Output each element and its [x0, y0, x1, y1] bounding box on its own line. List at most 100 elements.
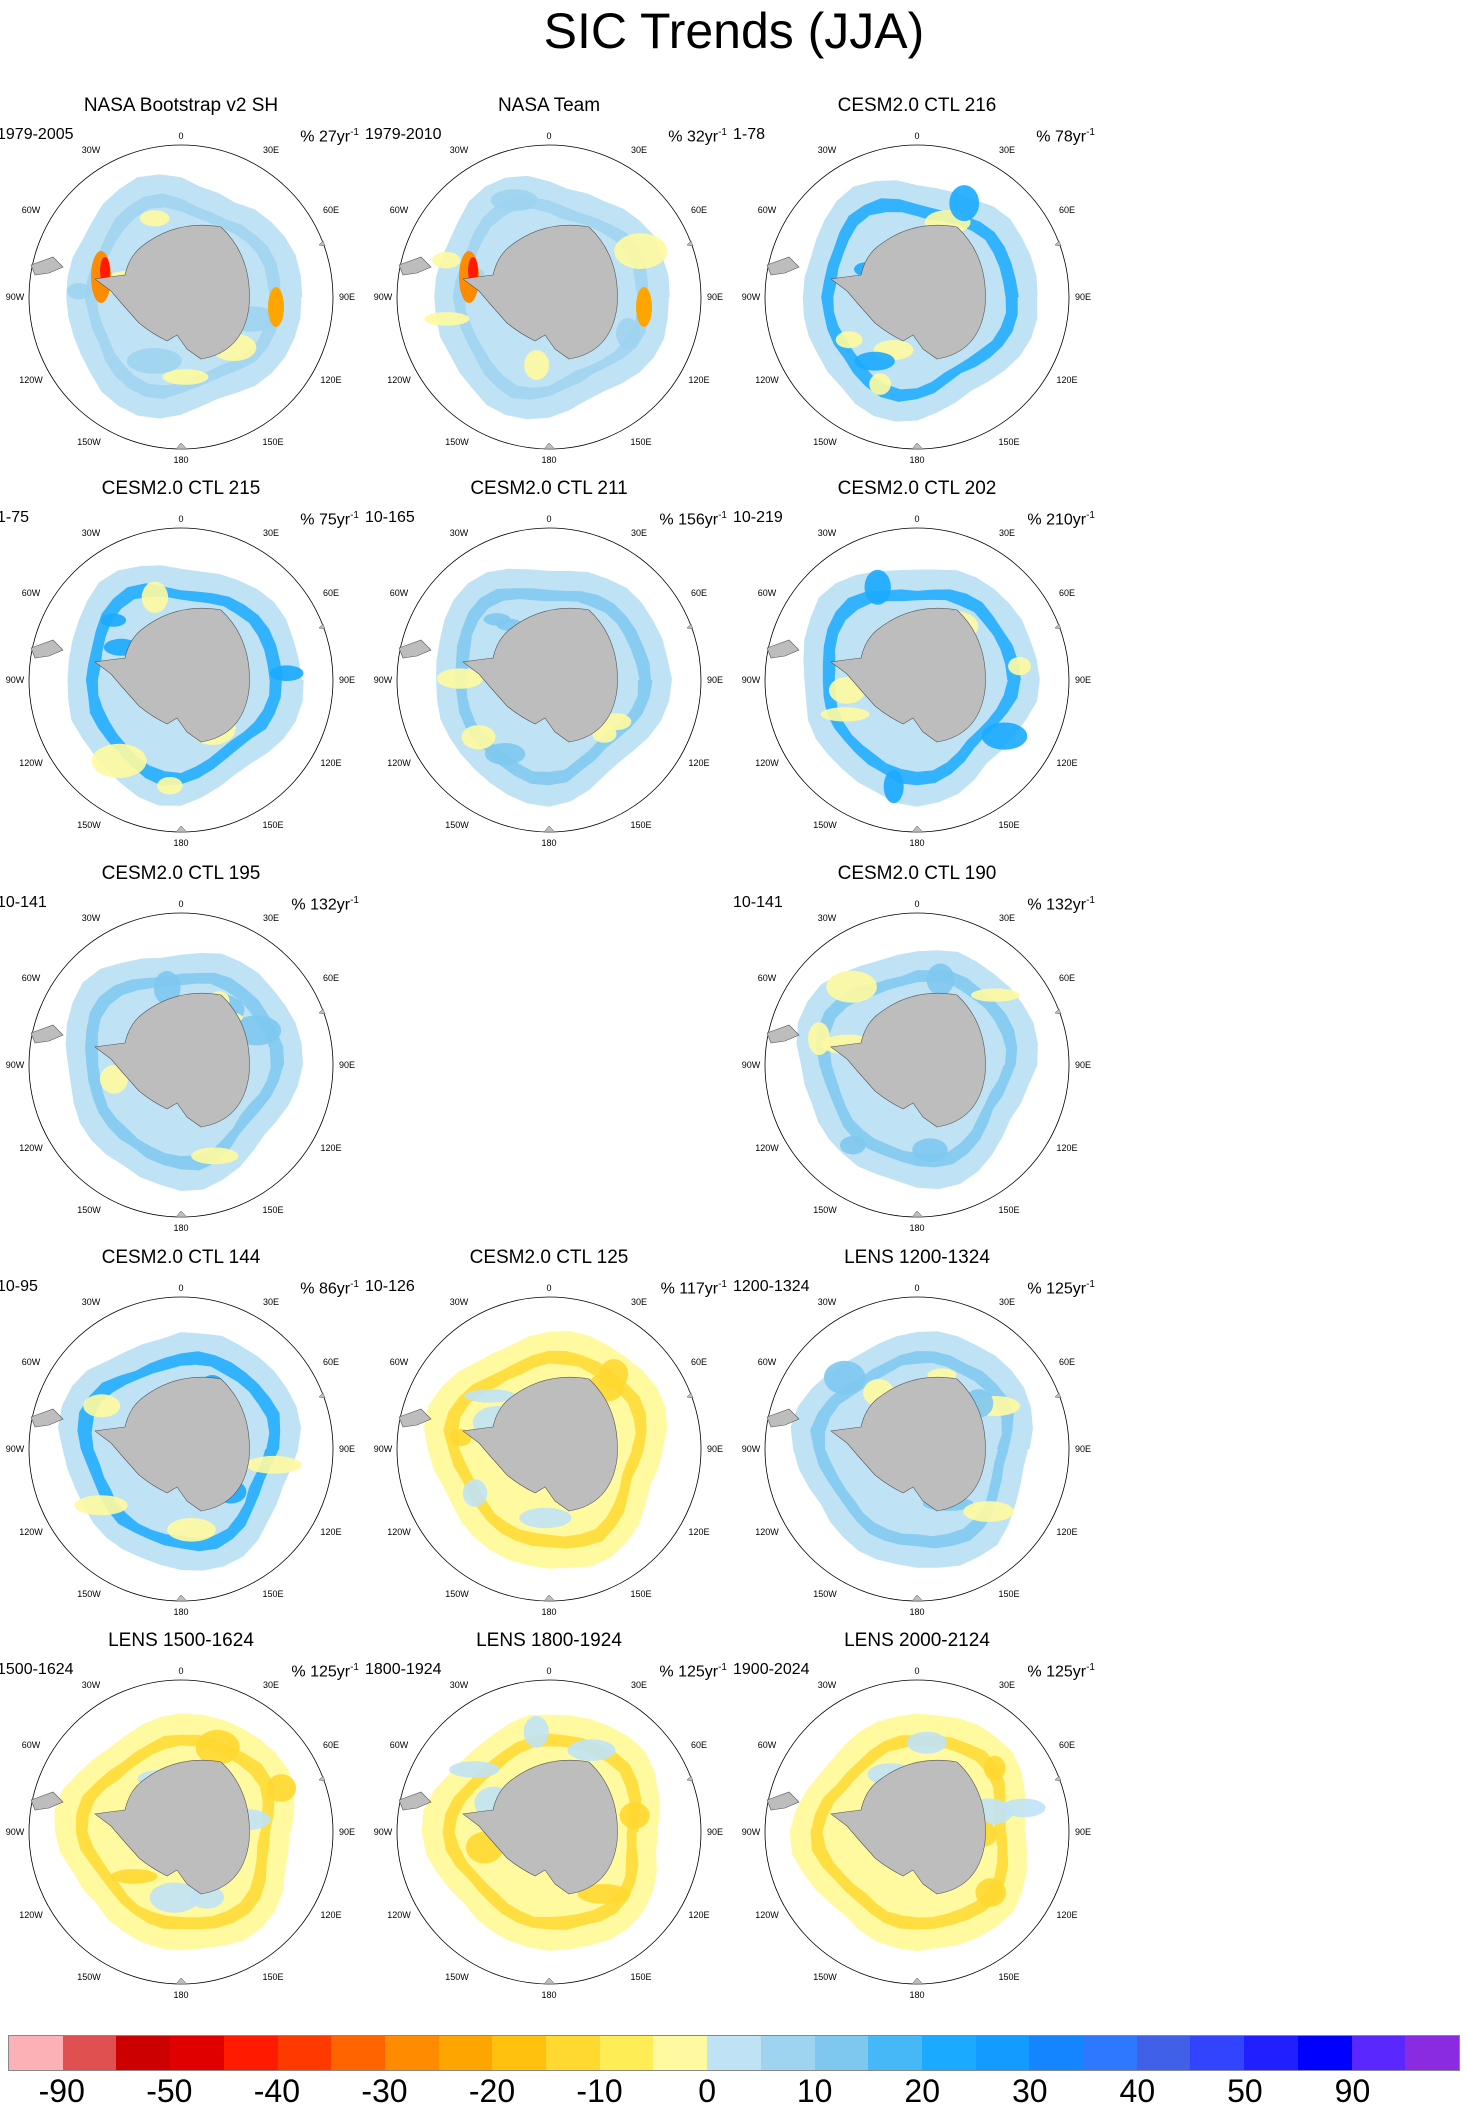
longitude-label: 30W [82, 1297, 101, 1307]
colorbar-box [868, 2036, 922, 2070]
longitude-label: 120W [755, 758, 779, 768]
longitude-label: 150E [262, 1972, 283, 1982]
panel-scale: % 210yr-1 [1027, 510, 1095, 529]
trend-patch [577, 1884, 630, 1904]
longitude-label: 30E [263, 528, 279, 538]
south-america-landmass [398, 639, 432, 659]
trend-patch [981, 722, 1028, 750]
colorbar-box [921, 2036, 976, 2070]
colorbar [8, 2035, 1460, 2071]
map-panel: NASA Team 1979-2010 % 32yr-1 0 180 30W 30E 60W 6… [365, 95, 733, 465]
trend-patch [110, 1869, 158, 1884]
panel-title: CESM2.0 CTL 202 [837, 478, 997, 499]
polar-map: 0 180 30W 30E 60W 60E 90W 90E 120W 120E 150W 150E [374, 1666, 723, 2000]
longitude-label: 180 [909, 455, 924, 465]
antarctica-landmass [94, 1759, 250, 1895]
map-panels: NASA Bootstrap v2 SH 1979-2005 % 27yr-1 0 18… [0, 95, 1095, 2000]
longitude-label: 60W [758, 1357, 777, 1367]
longitude-label: 90E [1075, 1060, 1091, 1070]
colorbar-box [9, 2036, 63, 2070]
trend-patch [149, 1882, 200, 1913]
panel-scale: % 132yr-1 [291, 895, 359, 914]
longitude-label: 30E [263, 913, 279, 923]
longitude-label: 150W [813, 437, 837, 447]
colorbar-tick-label: 0 [698, 2073, 717, 2109]
trend-patch [449, 1761, 500, 1778]
longitude-label: 90E [707, 1827, 723, 1837]
trend-patch [854, 351, 895, 371]
longitude-label: 180 [173, 838, 188, 848]
longitude-label: 120W [19, 375, 43, 385]
panel-period: 10-141 [0, 894, 47, 911]
longitude-label: 90W [742, 1444, 761, 1454]
longitude-label: 120W [19, 758, 43, 768]
panel-title: LENS 2000-2124 [844, 1630, 990, 1651]
longitude-label: 30W [82, 913, 101, 923]
trend-patch [461, 725, 496, 750]
south-america-landmass [30, 1408, 64, 1428]
south-america-landmass [766, 1791, 800, 1811]
trend-patch [823, 1360, 866, 1395]
colorbar-tick-label: -90 [38, 2073, 85, 2109]
longitude-label: 120E [688, 1527, 709, 1537]
longitude-label: 150W [445, 437, 469, 447]
antarctica-landmass [94, 607, 250, 743]
map-panel: CESM2.0 CTL 215 1-75 % 75yr-1 0 180 30W 30E 60W… [0, 478, 365, 848]
longitude-label: 150E [630, 1589, 651, 1599]
longitude-label: 30E [631, 1297, 647, 1307]
longitude-label: 180 [173, 1607, 188, 1617]
longitude-label: 120E [688, 758, 709, 768]
longitude-label: 60E [323, 973, 339, 983]
longitude-label: 0 [178, 1283, 183, 1293]
trend-patch [975, 1878, 1006, 1907]
colorbar-tick-label: 40 [1119, 2073, 1156, 2109]
trend-patch [524, 350, 550, 380]
longitude-label: 150W [77, 1589, 101, 1599]
longitude-label: 90E [1075, 1827, 1091, 1837]
south-america-landmass [398, 1791, 432, 1811]
longitude-label: 30W [82, 1680, 101, 1690]
longitude-label: 60E [691, 1740, 707, 1750]
antarctica-landmass [462, 607, 618, 743]
colorbar-box [653, 2036, 708, 2070]
panel-title: LENS 1800-1924 [476, 1630, 622, 1651]
colorbar-box [1244, 2036, 1298, 2070]
longitude-label: 150W [77, 1972, 101, 1982]
island-landmass [318, 1008, 326, 1015]
island-landmass [175, 1594, 188, 1602]
trend-patch [268, 287, 284, 327]
longitude-label: 0 [178, 899, 183, 909]
trend-patch [436, 668, 484, 689]
panel-period: 1900-2024 [733, 1661, 810, 1678]
longitude-label: 60E [691, 1357, 707, 1367]
longitude-label: 60E [1059, 973, 1075, 983]
longitude-label: 120W [19, 1527, 43, 1537]
panel-period: 10-141 [733, 894, 783, 911]
panel-title: CESM2.0 CTL 125 [469, 1247, 629, 1268]
island-landmass [911, 442, 924, 450]
colorbar-box [438, 2036, 493, 2070]
island-landmass [175, 442, 188, 450]
longitude-label: 30W [818, 1297, 837, 1307]
longitude-label: 90E [1075, 675, 1091, 685]
trend-patch [820, 707, 870, 722]
longitude-label: 60E [1059, 1740, 1075, 1750]
island-landmass [686, 1392, 694, 1399]
longitude-label: 180 [909, 838, 924, 848]
panel-title: LENS 1500-1624 [108, 1630, 254, 1651]
trend-patch [100, 613, 127, 627]
longitude-label: 90E [1075, 1444, 1091, 1454]
longitude-label: 60W [390, 205, 409, 215]
trend-patch [99, 1065, 128, 1094]
longitude-label: 180 [173, 1990, 188, 2000]
trend-patch [490, 189, 538, 212]
panel-scale: % 86yr-1 [300, 1279, 359, 1298]
panel-scale: % 125yr-1 [291, 1662, 359, 1681]
longitude-label: 90W [742, 1060, 761, 1070]
longitude-label: 150E [998, 820, 1019, 830]
longitude-label: 120E [688, 375, 709, 385]
longitude-label: 120W [755, 1527, 779, 1537]
trend-patch [883, 769, 904, 804]
longitude-label: 30W [818, 1680, 837, 1690]
trend-patch [424, 312, 470, 326]
